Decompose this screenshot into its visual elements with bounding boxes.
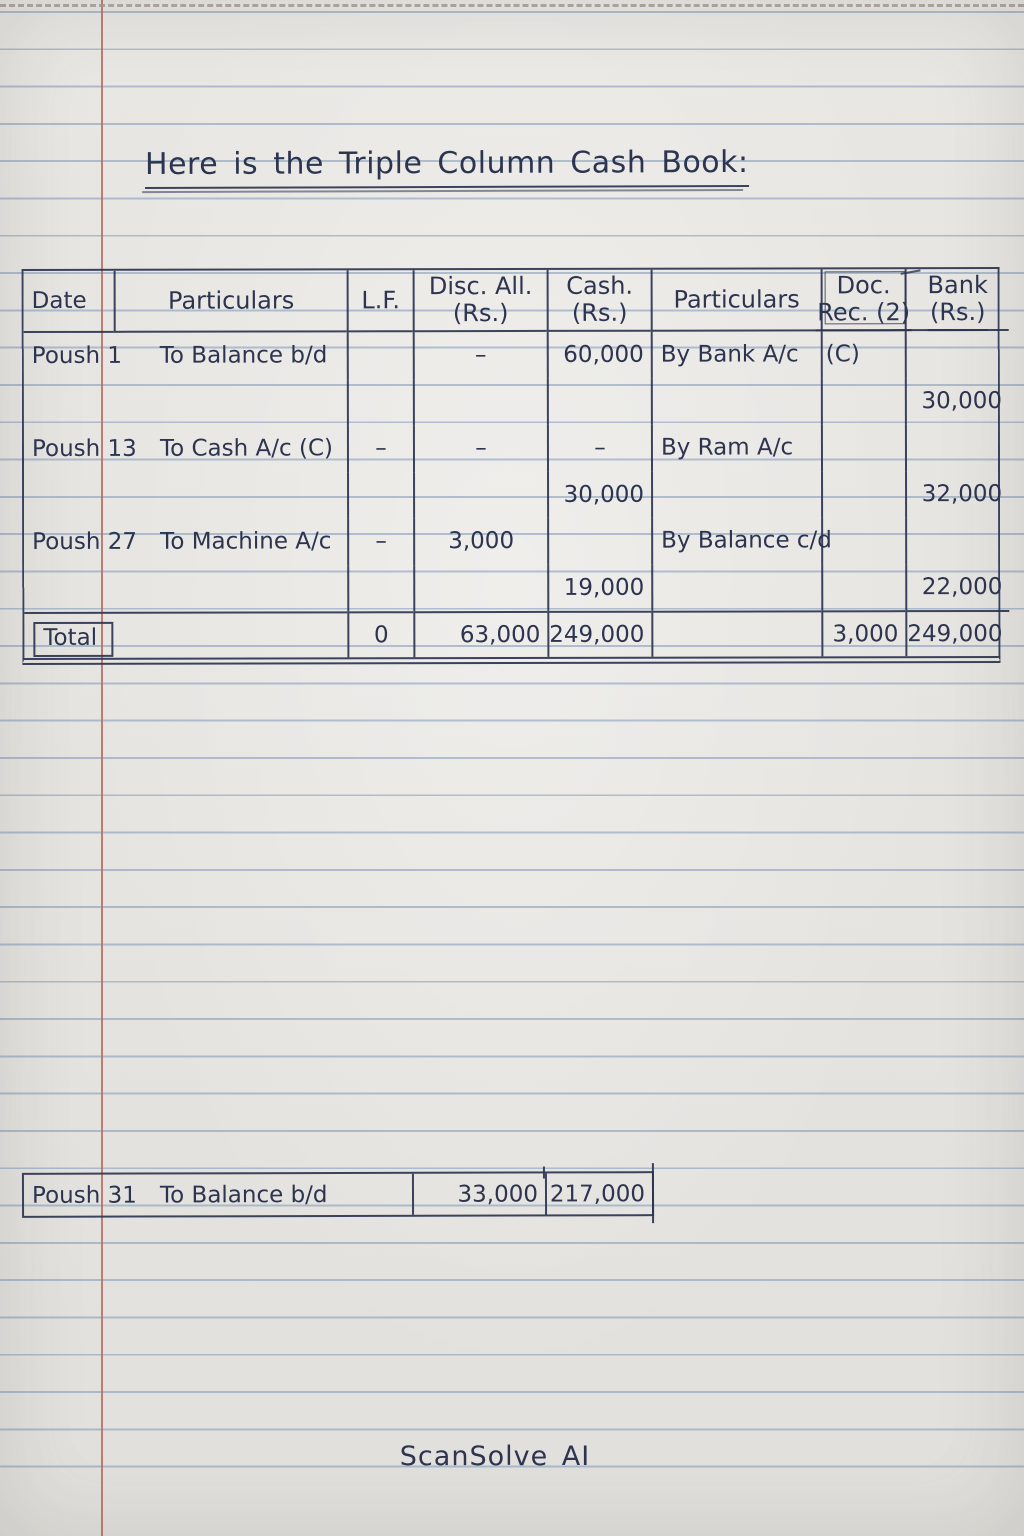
cell-particulars-credit [651, 470, 822, 518]
cell-cash: – [546, 424, 652, 472]
cell-disc-allowed [413, 471, 548, 519]
row-date-particulars: Poush 1 To Balance b/d [24, 332, 347, 379]
cell-particulars-credit: By Balance c/d [651, 517, 832, 565]
row-date-particulars: Poush 27 To Machine A/c [24, 518, 347, 565]
ruled-lines [0, 11, 1024, 1489]
total-particulars-credit [651, 610, 822, 657]
cell-doc-rec [821, 517, 906, 564]
watermark-text: ScanSolve AI [399, 1441, 591, 1472]
cell-lf [347, 564, 414, 612]
header-lf: L.F. [346, 270, 413, 333]
cell-doc-rec: (C) [820, 331, 905, 378]
cell-lf [347, 471, 414, 519]
tick-mark [542, 1166, 545, 1179]
row-date-particulars [24, 472, 347, 519]
cell-particulars: To Cash A/c (C) [159, 435, 333, 462]
closing-date-particulars: Poush 31 To Balance b/d [24, 1174, 412, 1216]
total-cash: 249,000 [547, 610, 652, 657]
total-disc-allowed: 63,000 [413, 610, 548, 658]
cell-doc-rec [820, 424, 906, 471]
cell-particulars-credit: By Ram A/c [650, 424, 822, 472]
cell-particulars-credit [651, 563, 822, 611]
cell-particulars: To Machine A/c [160, 528, 332, 555]
cell-cash [546, 378, 651, 425]
cell-date: Poush 27 [32, 529, 138, 556]
cell-bank [904, 330, 1009, 378]
cell-particulars: To Balance b/d [159, 342, 328, 369]
cell-cash: 19,000 [547, 564, 652, 611]
cell-date: Poush 1 [31, 343, 122, 370]
row-date-particulars [24, 565, 347, 612]
cell-doc-rec [820, 377, 905, 425]
tick-mark [651, 1163, 655, 1224]
cell-disc-allowed: – [412, 424, 548, 472]
total-lf: 0 [347, 611, 414, 658]
header-bank: Bank (Rs.) [904, 268, 1009, 332]
cell-bank: 22,000 [905, 563, 1010, 611]
header-doc-rec: Doc. Rec. (2) [817, 269, 910, 332]
cell-disc-allowed: – [412, 331, 547, 379]
cell-disc-allowed [412, 378, 547, 426]
closing-date: Poush 31 [31, 1182, 137, 1209]
row-date-particulars [24, 379, 347, 426]
total-doc-rec: 3,000 [821, 610, 906, 657]
cell-particulars-credit: By Bank A/c [650, 331, 821, 379]
cell-doc-rec [821, 470, 906, 518]
cash-book-table: Date Particulars L.F. Disc. All. (Rs.) C… [21, 266, 1010, 666]
cell-disc-allowed: 3,000 [413, 517, 548, 565]
cell-cash [547, 517, 652, 565]
cell-lf [346, 332, 413, 379]
header-particulars-credit: Particulars [650, 269, 821, 332]
cell-lf [346, 378, 413, 426]
perforation-edge [0, 4, 1024, 7]
margin-line [101, 0, 103, 1536]
cell-cash: 60,000 [546, 331, 651, 379]
header-date: Date [23, 270, 114, 334]
cell-bank [905, 516, 1010, 564]
cell-disc-allowed [413, 564, 548, 612]
page-title: Here is the Triple Column Cash Book: [144, 144, 749, 190]
cell-date: Poush 13 [31, 436, 137, 463]
cell-cash: 30,000 [547, 471, 652, 518]
cell-bank: 32,000 [905, 470, 1010, 518]
cell-particulars-credit [650, 377, 821, 425]
cell-bank: 30,000 [904, 377, 1010, 425]
closing-cash-value: 217,000 [544, 1173, 653, 1215]
closing-balance-row: Poush 31 To Balance b/d 33,000 217,000 [21, 1163, 655, 1224]
header-cash: Cash. (Rs.) [546, 269, 651, 332]
header-particulars-debit: Particulars [113, 270, 347, 333]
cell-doc-rec [821, 563, 906, 611]
total-bank: 249,000 [905, 609, 1010, 657]
cell-lf: – [346, 425, 414, 472]
row-date-particulars: Poush 13 To Cash A/c (C) [24, 425, 347, 472]
header-disc-allowed: Disc. All. (Rs.) [412, 269, 547, 333]
closing-disc-value: 33,000 [411, 1173, 546, 1215]
total-label: Total [33, 621, 114, 657]
cell-lf: – [347, 518, 414, 565]
cell-bank [904, 423, 1010, 471]
closing-particulars: To Balance b/d [159, 1181, 328, 1208]
total-label-cell: Total [24, 611, 348, 659]
